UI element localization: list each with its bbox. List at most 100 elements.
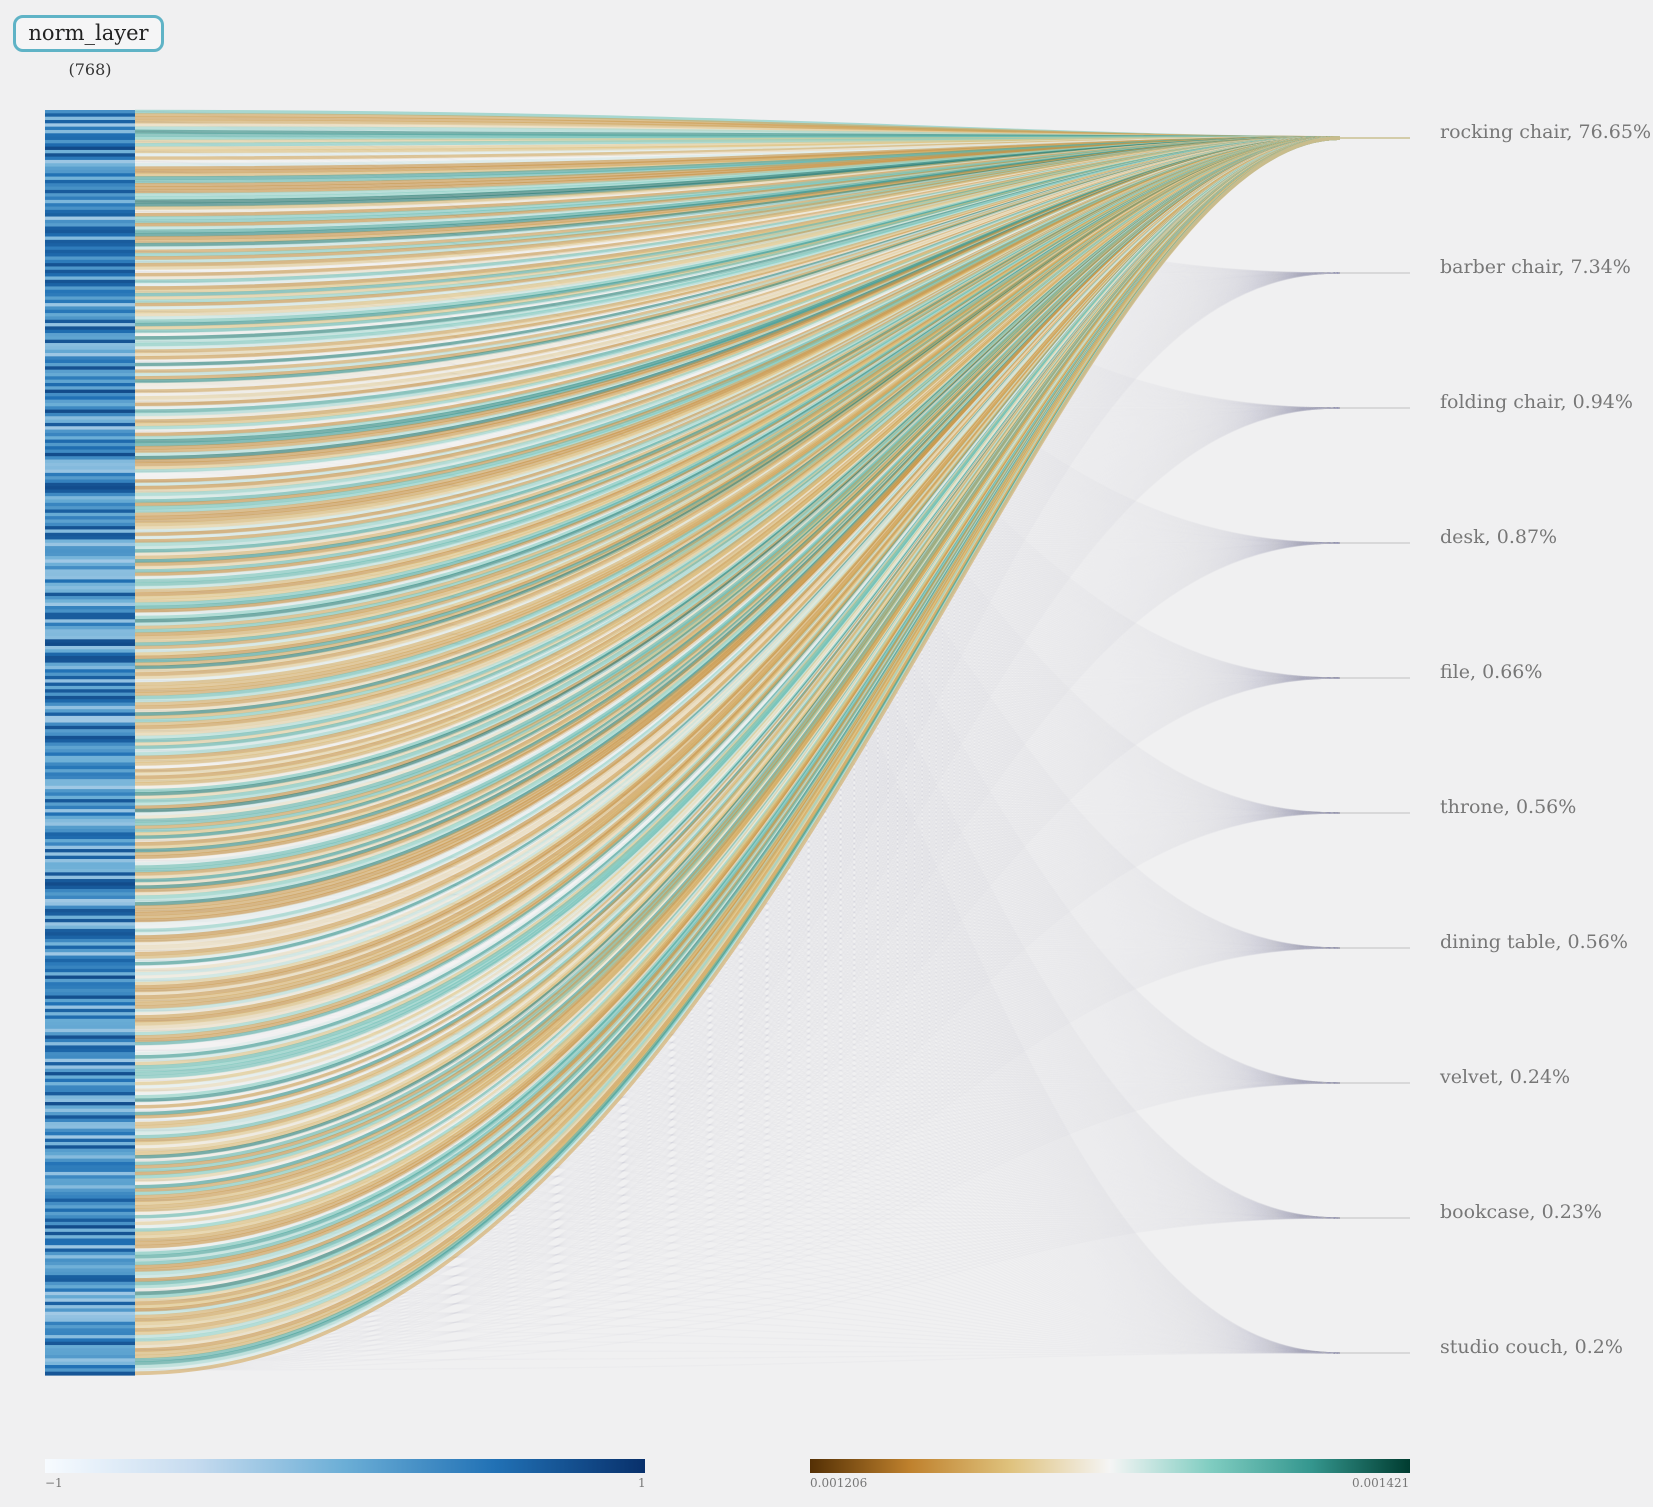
neuron-stripe xyxy=(45,832,135,837)
neuron-stripe xyxy=(45,199,135,204)
secondary-flow-line xyxy=(134,1217,1341,1301)
neuron-stripe xyxy=(45,509,135,514)
neuron-stripe xyxy=(45,995,135,1000)
class-label: desk, 0.87% xyxy=(1440,526,1558,548)
neuron-stripe xyxy=(45,1155,135,1160)
secondary-flow-line xyxy=(134,1082,1341,1311)
neuron-stripe xyxy=(45,559,135,564)
neuron-stripe xyxy=(45,336,135,341)
neuron-stripe xyxy=(45,912,135,917)
neuron-stripe xyxy=(45,1215,135,1220)
neuron-stripe xyxy=(45,1122,135,1126)
neuron-stripe xyxy=(45,712,135,717)
neuron-stripe xyxy=(45,363,135,367)
secondary-flow-line xyxy=(134,947,1341,1361)
neuron-stripe xyxy=(45,542,135,547)
secondary-flow-line xyxy=(134,1309,1341,1354)
neuron-stripe xyxy=(45,1118,135,1123)
neuron-stripe xyxy=(45,642,135,647)
neuron-stripe xyxy=(45,416,135,421)
neuron-stripe xyxy=(45,652,135,657)
secondary-flow-line xyxy=(134,947,1341,1371)
neuron-stripe xyxy=(45,1195,135,1200)
secondary-flow-line xyxy=(134,677,1341,1321)
neuron-stripe xyxy=(45,849,135,853)
neuron-stripe xyxy=(45,233,135,238)
neuron-stripe xyxy=(45,1271,135,1276)
neuron-stripe xyxy=(45,1201,135,1206)
neuron-stripe xyxy=(45,649,135,654)
neuron-stripe xyxy=(45,1295,135,1300)
neuron-stripe xyxy=(45,759,135,764)
neuron-stripe xyxy=(45,183,135,188)
neuron-stripe xyxy=(45,885,135,890)
neuron-stripe xyxy=(45,579,135,584)
neuron-stripe xyxy=(45,419,135,424)
neuron-stripe xyxy=(45,908,135,913)
neuron-stripe xyxy=(45,918,135,923)
neuron-stripe xyxy=(45,789,135,794)
secondary-flow-line xyxy=(134,947,1341,1311)
neuron-stripe xyxy=(45,372,135,377)
class-endpoints xyxy=(1340,137,1410,1354)
neuron-stripe xyxy=(45,269,135,274)
neuron-stripe xyxy=(45,139,135,144)
neuron-stripe xyxy=(45,1308,135,1313)
neuron-stripe xyxy=(45,1188,135,1193)
neuron-stripe xyxy=(45,1335,135,1339)
neuron-stripe xyxy=(45,1251,135,1256)
neuron-stripe xyxy=(45,1141,135,1146)
neuron-stripe xyxy=(45,286,135,291)
neuron-stripe xyxy=(45,246,135,251)
neuron-stripe xyxy=(45,872,135,877)
layer-button[interactable]: norm_layer xyxy=(13,15,164,52)
neuron-stripe xyxy=(45,1298,135,1303)
neuron-stripe xyxy=(45,546,135,551)
neuron-stripe xyxy=(45,203,135,208)
neuron-stripe xyxy=(45,1328,135,1333)
class-label: dining table, 0.56% xyxy=(1440,931,1628,953)
neuron-stripe xyxy=(45,319,135,324)
neuron-stripe xyxy=(45,1151,135,1156)
neuron-stripe xyxy=(45,1035,135,1040)
neuron-stripe xyxy=(45,805,135,810)
neuron-stripe xyxy=(45,173,135,178)
class-label: rocking chair, 76.65% xyxy=(1440,121,1651,143)
neuron-stripe xyxy=(45,825,135,830)
neuron-stripe xyxy=(45,772,135,777)
secondary-flow-line xyxy=(134,677,1341,1311)
neuron-stripe xyxy=(45,769,135,774)
neuron-stripe xyxy=(45,1218,135,1223)
neuron-stripe xyxy=(45,878,135,883)
secondary-flow-line xyxy=(134,542,1341,1361)
neuron-stripe xyxy=(45,815,135,820)
neuron-stripe xyxy=(45,1112,135,1116)
neuron-stripe xyxy=(45,283,135,288)
neuron-stripe xyxy=(45,669,135,674)
neuron-stripe xyxy=(45,452,135,457)
neuron-stripe xyxy=(45,369,135,374)
secondary-flow-line xyxy=(134,407,1341,1371)
neuron-stripe xyxy=(45,243,135,248)
neuron-stripe xyxy=(45,1225,135,1230)
neuron-stripe xyxy=(45,110,135,114)
neuron-stripe xyxy=(45,446,135,451)
secondary-flow-line xyxy=(134,1082,1341,1371)
neuron-stripe xyxy=(45,1358,135,1363)
neuron-stripe xyxy=(45,329,135,334)
neuron-stripe xyxy=(45,412,135,417)
neuron-stripe xyxy=(45,745,135,750)
neuron-stripe xyxy=(45,1245,135,1250)
neuron-stripe xyxy=(45,865,135,870)
neuron-stripe xyxy=(45,1032,135,1037)
neuron-stripe xyxy=(45,479,135,484)
neuron-stripe xyxy=(45,1095,135,1100)
neuron-stripe xyxy=(45,672,135,677)
secondary-flow-line xyxy=(134,677,1341,1351)
neuron-stripe xyxy=(45,116,135,121)
neuron-stripe xyxy=(45,1331,135,1336)
neuron-stripe xyxy=(45,259,135,264)
neuron-stripe xyxy=(45,472,135,477)
neuron-stripe xyxy=(45,985,135,990)
neuron-stripe xyxy=(45,502,135,507)
